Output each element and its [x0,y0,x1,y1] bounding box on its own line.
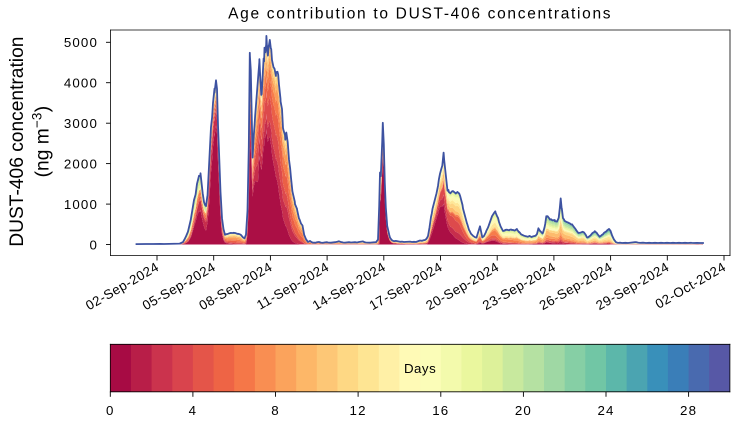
svg-text:12: 12 [350,403,367,418]
svg-text:2000: 2000 [64,156,98,171]
svg-text:4: 4 [189,403,198,418]
svg-text:8: 8 [271,403,280,418]
svg-text:3000: 3000 [64,116,98,131]
svg-text:4000: 4000 [64,76,98,91]
svg-text:DUST-406 concentration: DUST-406 concentration [7,37,28,247]
svg-text:16: 16 [432,403,449,418]
svg-text:Age contribution to DUST-406 c: Age contribution to DUST-406 concentrati… [228,6,612,23]
svg-text:5000: 5000 [64,35,98,50]
svg-text:20: 20 [515,403,532,418]
svg-text:( n g: ( n g m ) − 3 [28,102,53,178]
svg-text:Days: Days [404,361,436,376]
svg-text:0: 0 [106,403,115,418]
svg-text:0: 0 [89,237,98,252]
svg-text:28: 28 [680,403,697,418]
svg-text:24: 24 [597,403,614,418]
svg-text:1000: 1000 [64,197,98,212]
